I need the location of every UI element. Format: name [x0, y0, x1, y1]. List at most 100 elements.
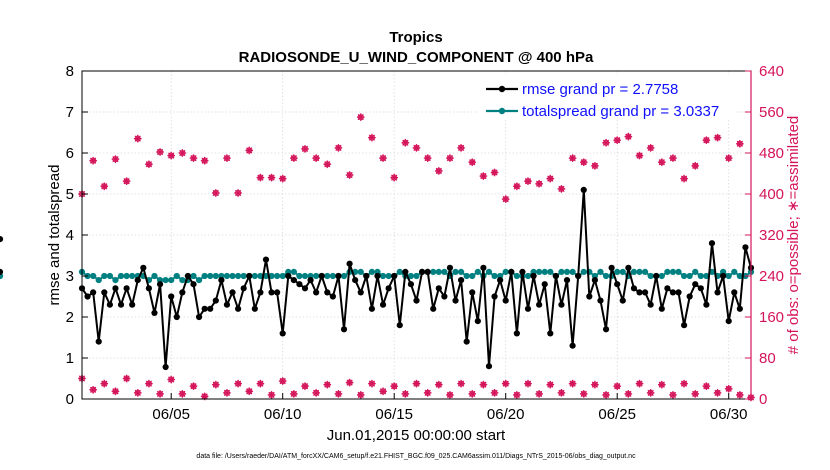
- obs-low-marker: [356, 391, 365, 399]
- totalspread-point: [536, 268, 543, 275]
- rmse-point: [212, 297, 219, 304]
- legend: rmse grand pr = 2.7758 totalspread grand…: [478, 75, 736, 120]
- obs-possible-circle: [536, 390, 543, 397]
- obs-low-marker: [579, 390, 588, 398]
- legend-spread-label: totalspread grand pr = 3.0337: [522, 103, 719, 120]
- rmse-point: [703, 301, 710, 308]
- totalspread-point: [435, 268, 442, 275]
- obs-high-marker: [111, 155, 120, 163]
- obs-high-marker: [524, 177, 532, 185]
- rmse-point: [647, 301, 654, 308]
- rmse-point: [686, 293, 693, 300]
- obs-possible-circle: [502, 196, 509, 203]
- obs-possible-circle: [246, 147, 253, 154]
- obs-possible-circle: [703, 383, 710, 390]
- totalspread-point: [725, 272, 732, 280]
- obs-high-marker: [401, 138, 410, 147]
- obs-high-marker: [145, 160, 153, 169]
- rmse-point: [346, 260, 353, 267]
- obs-possible-circle: [368, 134, 375, 141]
- obs-possible-circle: [692, 390, 699, 397]
- obs-low-marker: [702, 382, 711, 390]
- obs-high-marker: [457, 144, 465, 152]
- obs-possible-circle: [101, 183, 108, 190]
- obs-low-marker: [390, 382, 398, 390]
- obs-low-marker: [312, 389, 320, 397]
- rmse-point: [446, 264, 454, 271]
- totalspread-point: [547, 268, 554, 275]
- obs-high-marker: [680, 174, 688, 183]
- obs-high-marker: [535, 179, 543, 188]
- rmse-point: [697, 285, 704, 292]
- obs-low-marker: [423, 389, 432, 397]
- obs-high-marker: [736, 139, 744, 148]
- obs-possible-circle: [469, 159, 476, 166]
- obs-possible-circle: [502, 380, 509, 387]
- totalspread-point: [658, 272, 665, 280]
- rmse-point: [625, 264, 632, 271]
- rmse-point: [307, 277, 314, 284]
- obs-possible-circle: [391, 383, 398, 390]
- obs-low-marker: [680, 379, 688, 388]
- y-tick-label: 3: [66, 268, 74, 285]
- obs-high-marker: [122, 177, 131, 185]
- obs-possible-circle: [145, 161, 152, 168]
- rmse-point: [324, 289, 331, 296]
- obs-high-marker: [100, 182, 109, 191]
- rmse-point: [285, 272, 292, 280]
- totalspread-point: [129, 272, 136, 280]
- totalspread-point: [301, 272, 309, 280]
- rmse-point: [84, 293, 91, 300]
- totalspread-point: [569, 268, 576, 275]
- totalspread-point: [452, 268, 459, 275]
- obs-possible-circle: [681, 175, 688, 182]
- obs-low-marker: [234, 379, 242, 388]
- obs-possible-circle: [580, 159, 587, 166]
- obs-low-marker: [546, 380, 555, 389]
- obs-possible-circle: [591, 162, 598, 169]
- x-tick-label: 06/20: [487, 406, 525, 423]
- rmse-point: [736, 305, 743, 312]
- totalspread-point: [329, 272, 336, 280]
- totalspread-point: [290, 268, 297, 275]
- totalspread-point: [463, 272, 470, 280]
- totalspread-point: [195, 277, 203, 284]
- obs-possible-circle: [547, 381, 554, 388]
- obs-low-marker: [591, 380, 599, 389]
- obs-low-marker: [669, 391, 677, 399]
- totalspread-point: [368, 268, 375, 275]
- obs-high-marker: [200, 156, 209, 165]
- obs-possible-circle: [614, 383, 621, 390]
- obs-low-marker: [111, 387, 120, 396]
- totalspread-point: [235, 272, 242, 280]
- obs-possible-circle: [681, 380, 688, 387]
- rmse-point: [681, 322, 688, 329]
- rmse-point: [101, 289, 108, 296]
- obs-low-marker: [446, 391, 454, 399]
- totalspread-point: [513, 272, 520, 280]
- rmse-point: [430, 305, 437, 312]
- obs-possible-circle: [290, 390, 297, 397]
- obs-high-marker: [579, 158, 588, 167]
- obs-possible-circle: [112, 388, 119, 395]
- y2-tick-label: 560: [759, 104, 784, 121]
- obs-high-marker: [446, 154, 454, 162]
- x-tick-label: 06/25: [598, 406, 636, 423]
- totalspread-point: [669, 268, 677, 275]
- x-tick-label: 06/05: [152, 406, 190, 423]
- rmse-point: [614, 281, 621, 288]
- obs-possible-circle: [491, 169, 498, 176]
- rmse-point: [413, 297, 420, 304]
- obs-possible-circle: [379, 388, 387, 395]
- rmse-point: [396, 322, 403, 329]
- obs-possible-circle: [636, 380, 643, 387]
- obs-possible-circle: [101, 380, 108, 387]
- obs-high-marker: [345, 171, 354, 179]
- obs-possible-circle: [480, 381, 487, 388]
- totalspread-point: [313, 272, 320, 280]
- obs-low-marker: [145, 379, 153, 388]
- obs-possible-circle: [324, 381, 331, 388]
- rmse-point: [658, 305, 665, 312]
- obs-low-marker: [278, 377, 287, 385]
- obs-high-marker: [323, 160, 332, 169]
